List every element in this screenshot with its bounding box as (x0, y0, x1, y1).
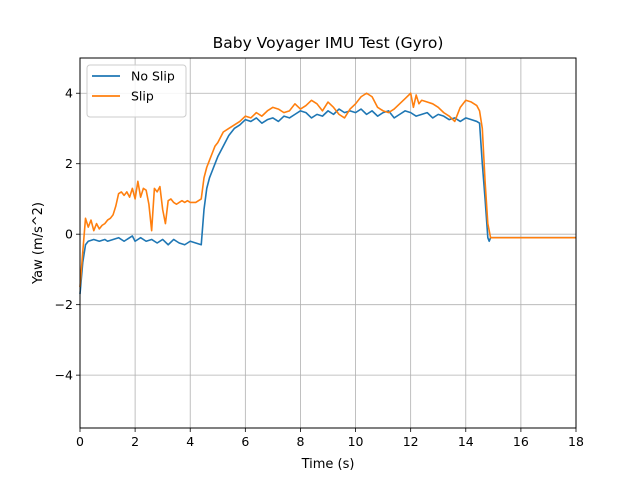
chart-title: Baby Voyager IMU Test (Gyro) (213, 34, 444, 52)
x-tick-label: 18 (568, 434, 584, 449)
y-tick-label: −2 (55, 297, 73, 312)
legend-label: Slip (131, 89, 154, 104)
y-tick-label: 2 (65, 156, 73, 171)
x-tick-label: 4 (186, 434, 194, 449)
y-tick-label: 4 (65, 86, 73, 101)
series-lines (79, 92, 576, 295)
plot-area-frame (79, 57, 577, 429)
axis-ticks: 0 2 4 6 8 10 12 14 16 18 −4 −2 0 2 4 (55, 86, 584, 449)
x-tick-label: 2 (131, 434, 139, 449)
legend: No Slip Slip (86, 64, 187, 118)
x-tick-label: 16 (513, 434, 529, 449)
series-line-no-slip (79, 108, 576, 295)
x-tick-label: 6 (241, 434, 249, 449)
x-tick-label: 12 (403, 434, 419, 449)
y-tick-label: 0 (65, 227, 73, 242)
legend-label: No Slip (131, 69, 175, 84)
series-line-slip (79, 92, 576, 288)
x-tick-label: 14 (458, 434, 474, 449)
y-axis-label: Yaw (m/s^2) (31, 202, 46, 285)
y-tick-label: −4 (55, 368, 73, 383)
legend-box (86, 64, 187, 118)
x-tick-label: 8 (296, 434, 304, 449)
x-tick-label: 10 (348, 434, 364, 449)
x-axis-label: Time (s) (301, 457, 355, 472)
x-tick-label: 0 (76, 434, 84, 449)
